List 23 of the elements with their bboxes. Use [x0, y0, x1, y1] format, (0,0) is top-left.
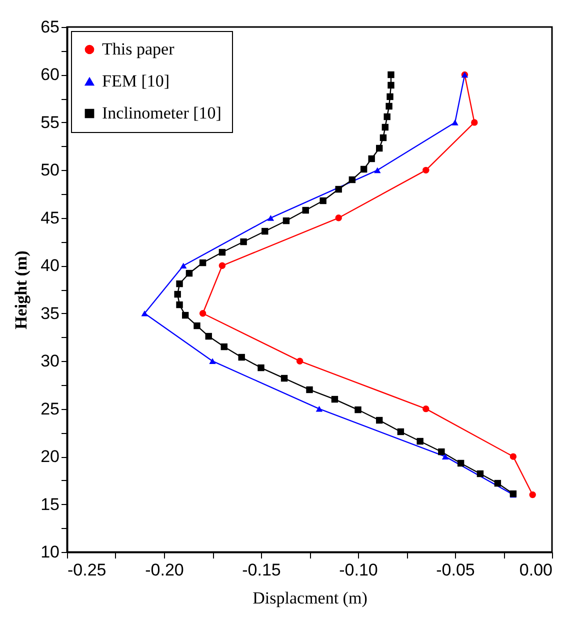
x-tick-label: -0.05 [436, 560, 475, 580]
x-tick-label: -0.15 [242, 560, 281, 580]
legend-label: FEM [10] [102, 72, 170, 90]
y-tick-label: 55 [40, 112, 60, 132]
y-tick-label: 20 [40, 447, 60, 466]
y-axis-title: Height (m) [12, 250, 31, 330]
y-tick-label: 50 [40, 160, 60, 180]
y-tick-label: 25 [40, 399, 60, 418]
x-tick-label: -0.20 [145, 560, 184, 580]
y-tick-label: 35 [40, 304, 60, 323]
y-tick-label: 45 [40, 208, 60, 228]
x-tick-label: -0.25 [68, 560, 106, 580]
y-tick-label: 15 [40, 494, 60, 514]
legend-label: Inclinometer [10] [102, 104, 222, 122]
y-tick-label: 10 [40, 542, 60, 562]
y-tick-label: 60 [40, 65, 60, 84]
legend-label: This paper [102, 40, 175, 58]
y-tick-label: 40 [40, 256, 60, 276]
x-tick-label: -0.10 [339, 560, 378, 580]
x-axis-title: Displacment (m) [252, 588, 368, 608]
x-tick-label: 0.00 [519, 560, 552, 580]
y-tick-label: 30 [40, 352, 60, 371]
y-tick-label: 65 [40, 18, 60, 36]
